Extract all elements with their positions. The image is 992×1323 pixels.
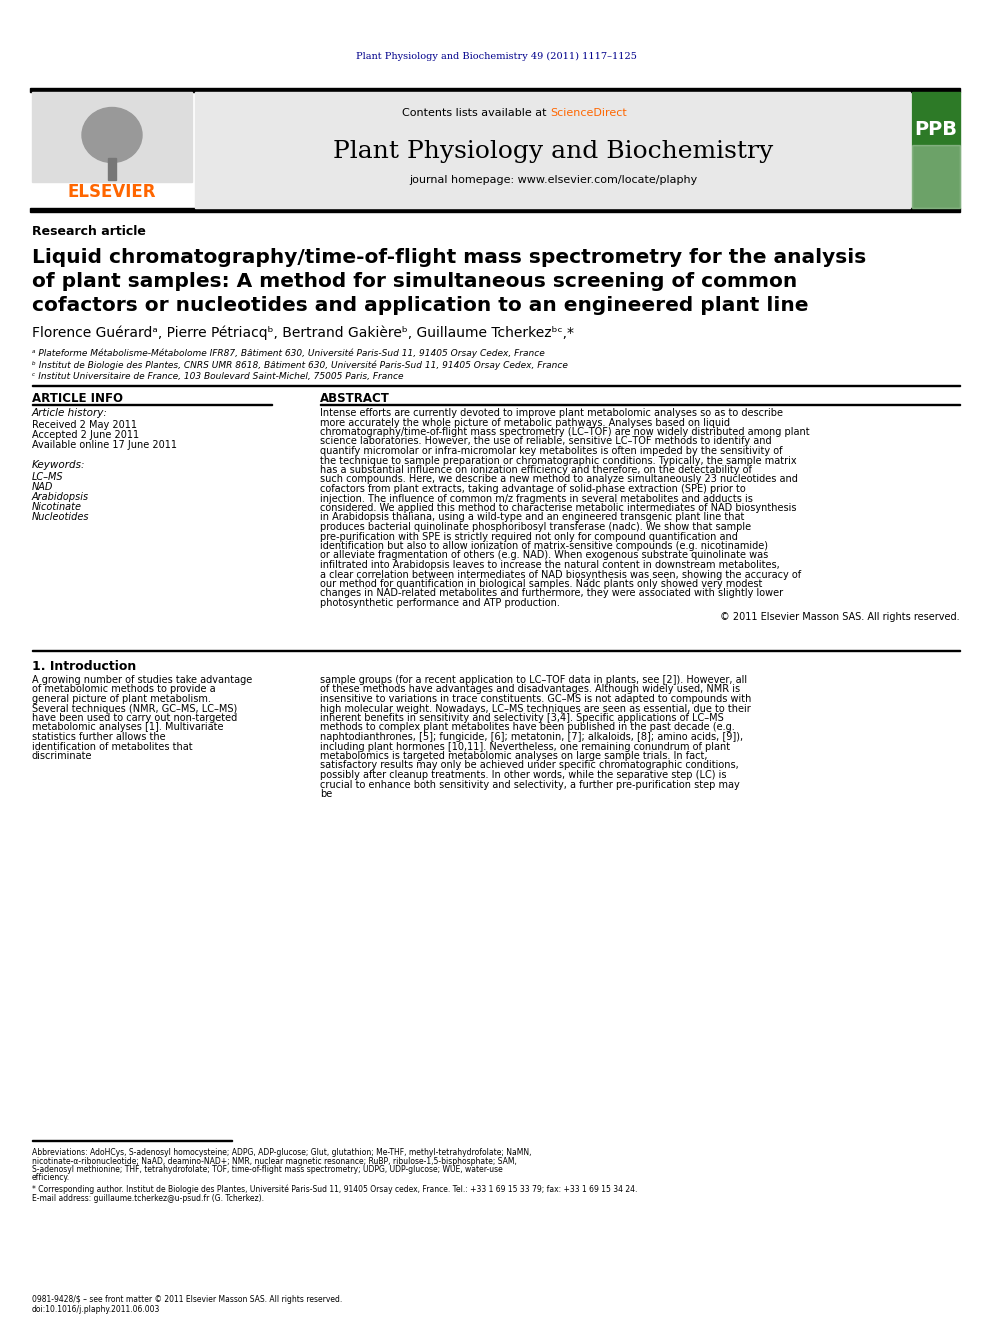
- Text: ELSEVIER: ELSEVIER: [67, 183, 157, 201]
- Text: has a substantial influence on ionization efficiency and therefore, on the detec: has a substantial influence on ionizatio…: [320, 464, 752, 475]
- Text: changes in NAD-related metabolites and furthermore, they were associated with sl: changes in NAD-related metabolites and f…: [320, 589, 783, 598]
- Text: be: be: [320, 789, 332, 799]
- Text: Nicotinate: Nicotinate: [32, 501, 82, 512]
- Text: our method for quantification in biological samples. Nadc plants only showed ver: our method for quantification in biologi…: [320, 579, 763, 589]
- Text: Accepted 2 June 2011: Accepted 2 June 2011: [32, 430, 139, 441]
- Text: doi:10.1016/j.plaphy.2011.06.003: doi:10.1016/j.plaphy.2011.06.003: [32, 1304, 161, 1314]
- Text: insensitive to variations in trace constituents. GC–MS is not adapted to compoun: insensitive to variations in trace const…: [320, 695, 751, 704]
- Text: NAD: NAD: [32, 482, 54, 492]
- Text: Available online 17 June 2011: Available online 17 June 2011: [32, 441, 177, 450]
- Text: efficiency.: efficiency.: [32, 1174, 70, 1183]
- Text: in Arabidopsis thaliana, using a wild-type and an engineered transgenic plant li: in Arabidopsis thaliana, using a wild-ty…: [320, 512, 744, 523]
- Text: identification but also to allow ionization of matrix-sensitive compounds (e.g. : identification but also to allow ionizat…: [320, 541, 768, 550]
- Text: Article history:: Article history:: [32, 407, 108, 418]
- Bar: [108, 157, 116, 180]
- Bar: [912, 146, 960, 208]
- Text: A growing number of studies take advantage: A growing number of studies take advanta…: [32, 675, 252, 685]
- Text: 1. Introduction: 1. Introduction: [32, 660, 136, 673]
- Text: such compounds. Here, we describe a new method to analyze simultaneously 23 nucl: such compounds. Here, we describe a new …: [320, 475, 798, 484]
- Bar: [32, 93, 192, 183]
- Text: cofactors or nucleotides and application to an engineered plant line: cofactors or nucleotides and application…: [32, 296, 808, 315]
- Text: inherent benefits in sensitivity and selectivity [3,4]. Specific applications of: inherent benefits in sensitivity and sel…: [320, 713, 724, 722]
- Text: possibly after cleanup treatments. In other words, while the separative step (LC: possibly after cleanup treatments. In ot…: [320, 770, 726, 781]
- Text: a clear correlation between intermediates of NAD biosynthesis was seen, showing : a clear correlation between intermediate…: [320, 569, 802, 579]
- Text: high molecular weight. Nowadays, LC–MS techniques are seen as essential, due to : high molecular weight. Nowadays, LC–MS t…: [320, 704, 751, 713]
- Text: Abbreviations: AdoHCys, S-adenosyl homocysteine; ADPG, ADP-glucose; Glut, glutat: Abbreviations: AdoHCys, S-adenosyl homoc…: [32, 1148, 532, 1158]
- Ellipse shape: [82, 107, 142, 163]
- Text: statistics further allows the: statistics further allows the: [32, 732, 166, 742]
- Text: methods to complex plant metabolites have been published in the past decade (e.g: methods to complex plant metabolites hav…: [320, 722, 735, 733]
- Text: sample groups (for a recent application to LC–TOF data in plants, see [2]). Howe: sample groups (for a recent application …: [320, 675, 747, 685]
- Text: Arabidopsis: Arabidopsis: [32, 492, 89, 501]
- Text: metabolomics is targeted metabolomic analyses on large sample trials. In fact,: metabolomics is targeted metabolomic ana…: [320, 751, 707, 761]
- Text: chromatography/time-of-flight mass spectrometry (LC–TOF) are now widely distribu: chromatography/time-of-flight mass spect…: [320, 427, 809, 437]
- Text: of metabolomic methods to provide a: of metabolomic methods to provide a: [32, 684, 215, 695]
- Text: ARTICLE INFO: ARTICLE INFO: [32, 392, 123, 405]
- Text: Plant Physiology and Biochemistry 49 (2011) 1117–1125: Plant Physiology and Biochemistry 49 (20…: [355, 52, 637, 61]
- Text: Intense efforts are currently devoted to improve plant metabolomic analyses so a: Intense efforts are currently devoted to…: [320, 407, 783, 418]
- Text: Nucleotides: Nucleotides: [32, 512, 89, 523]
- Text: identification of metabolites that: identification of metabolites that: [32, 741, 192, 751]
- Text: Research article: Research article: [32, 225, 146, 238]
- Text: ABSTRACT: ABSTRACT: [320, 392, 390, 405]
- Text: * Corresponding author. Institut de Biologie des Plantes, Université Paris-Sud 1: * Corresponding author. Institut de Biol…: [32, 1185, 638, 1195]
- Text: have been used to carry out non-targeted: have been used to carry out non-targeted: [32, 713, 237, 722]
- Text: of these methods have advantages and disadvantages. Although widely used, NMR is: of these methods have advantages and dis…: [320, 684, 740, 695]
- Text: or alleviate fragmentation of others (e.g. NAD). When exogenous substrate quinol: or alleviate fragmentation of others (e.…: [320, 550, 768, 561]
- Text: produces bacterial quinolinate phosphoribosyl transferase (nadc). We show that s: produces bacterial quinolinate phosphori…: [320, 523, 751, 532]
- Text: ScienceDirect: ScienceDirect: [550, 108, 627, 118]
- Text: ᵃ Plateforme Métabolisme-Métabolome IFR87, Bâtiment 630, Université Paris-Sud 11: ᵃ Plateforme Métabolisme-Métabolome IFR8…: [32, 348, 545, 357]
- Text: infiltrated into Arabidopsis leaves to increase the natural content in downstrea: infiltrated into Arabidopsis leaves to i…: [320, 560, 780, 570]
- Text: E-mail address: guillaume.tcherkez@u-psud.fr (G. Tcherkez).: E-mail address: guillaume.tcherkez@u-psu…: [32, 1193, 264, 1203]
- Text: more accurately the whole picture of metabolic pathways. Analyses based on liqui: more accurately the whole picture of met…: [320, 418, 730, 427]
- Text: Received 2 May 2011: Received 2 May 2011: [32, 419, 137, 430]
- Text: crucial to enhance both sensitivity and selectivity, a further pre-purification : crucial to enhance both sensitivity and …: [320, 779, 740, 790]
- Bar: [195, 93, 910, 208]
- Text: Several techniques (NMR, GC–MS, LC–MS): Several techniques (NMR, GC–MS, LC–MS): [32, 704, 237, 713]
- Text: satisfactory results may only be achieved under specific chromatographic conditi: satisfactory results may only be achieve…: [320, 761, 739, 770]
- Bar: [30, 89, 960, 93]
- Text: discriminate: discriminate: [32, 751, 92, 761]
- Text: the technique to sample preparation or chromatographic conditions. Typically, th: the technique to sample preparation or c…: [320, 455, 797, 466]
- Text: quantify micromolar or infra-micromolar key metabolites is often impeded by the : quantify micromolar or infra-micromolar …: [320, 446, 783, 456]
- Text: nicotinate-α-ribonucleotide; NaAD, deamino-NAD+; NMR, nuclear magnetic resonance: nicotinate-α-ribonucleotide; NaAD, deami…: [32, 1156, 517, 1166]
- Text: © 2011 Elsevier Masson SAS. All rights reserved.: © 2011 Elsevier Masson SAS. All rights r…: [720, 613, 960, 623]
- Text: ᶜ Institut Universitaire de France, 103 Boulevard Saint-Michel, 75005 Paris, Fra: ᶜ Institut Universitaire de France, 103 …: [32, 372, 404, 381]
- Text: Keywords:: Keywords:: [32, 460, 85, 470]
- Text: journal homepage: www.elsevier.com/locate/plaphy: journal homepage: www.elsevier.com/locat…: [409, 175, 697, 185]
- Text: PPB: PPB: [915, 120, 957, 139]
- Text: 0981-9428/$ – see front matter © 2011 Elsevier Masson SAS. All rights reserved.: 0981-9428/$ – see front matter © 2011 El…: [32, 1295, 342, 1304]
- Text: Florence Guérardᵃ, Pierre Pétriacqᵇ, Bertrand Gakièreᵇ, Guillaume Tcherkezᵇᶜ,*: Florence Guérardᵃ, Pierre Pétriacqᵇ, Ber…: [32, 325, 574, 340]
- Text: naphtodianthrones, [5]; fungicide, [6]; metatonin, [7]; alkaloids, [8]; amino ac: naphtodianthrones, [5]; fungicide, [6]; …: [320, 732, 743, 742]
- Text: metabolomic analyses [1]. Multivariate: metabolomic analyses [1]. Multivariate: [32, 722, 223, 733]
- Text: Contents lists available at: Contents lists available at: [402, 108, 550, 118]
- Text: pre-purification with SPE is strictly required not only for compound quantificat: pre-purification with SPE is strictly re…: [320, 532, 738, 541]
- Text: considered. We applied this method to characterise metabolic intermediates of NA: considered. We applied this method to ch…: [320, 503, 797, 513]
- Text: cofactors from plant extracts, taking advantage of solid-phase extraction (SPE) : cofactors from plant extracts, taking ad…: [320, 484, 746, 493]
- Text: LC–MS: LC–MS: [32, 472, 63, 482]
- Bar: [30, 208, 960, 212]
- Text: photosynthetic performance and ATP production.: photosynthetic performance and ATP produ…: [320, 598, 559, 609]
- Text: ᵇ Institut de Biologie des Plantes, CNRS UMR 8618, Bâtiment 630, Université Pari: ᵇ Institut de Biologie des Plantes, CNRS…: [32, 360, 567, 369]
- Text: Liquid chromatography/time-of-flight mass spectrometry for the analysis: Liquid chromatography/time-of-flight mas…: [32, 247, 866, 267]
- Bar: [912, 93, 960, 208]
- Text: including plant hormones [10,11]. Nevertheless, one remaining conundrum of plant: including plant hormones [10,11]. Nevert…: [320, 741, 730, 751]
- Text: general picture of plant metabolism.: general picture of plant metabolism.: [32, 695, 211, 704]
- Text: science laboratories. However, the use of reliable, sensitive LC–TOF methods to : science laboratories. However, the use o…: [320, 437, 772, 446]
- Text: Plant Physiology and Biochemistry: Plant Physiology and Biochemistry: [333, 140, 773, 163]
- Text: of plant samples: A method for simultaneous screening of common: of plant samples: A method for simultane…: [32, 273, 798, 291]
- Text: S-adenosyl methionine; THF, tetrahydrofolate; TOF, time-of-flight mass spectrome: S-adenosyl methionine; THF, tetrahydrofo…: [32, 1166, 503, 1174]
- Text: injection. The influence of common m/z fragments in several metabolites and addu: injection. The influence of common m/z f…: [320, 493, 753, 504]
